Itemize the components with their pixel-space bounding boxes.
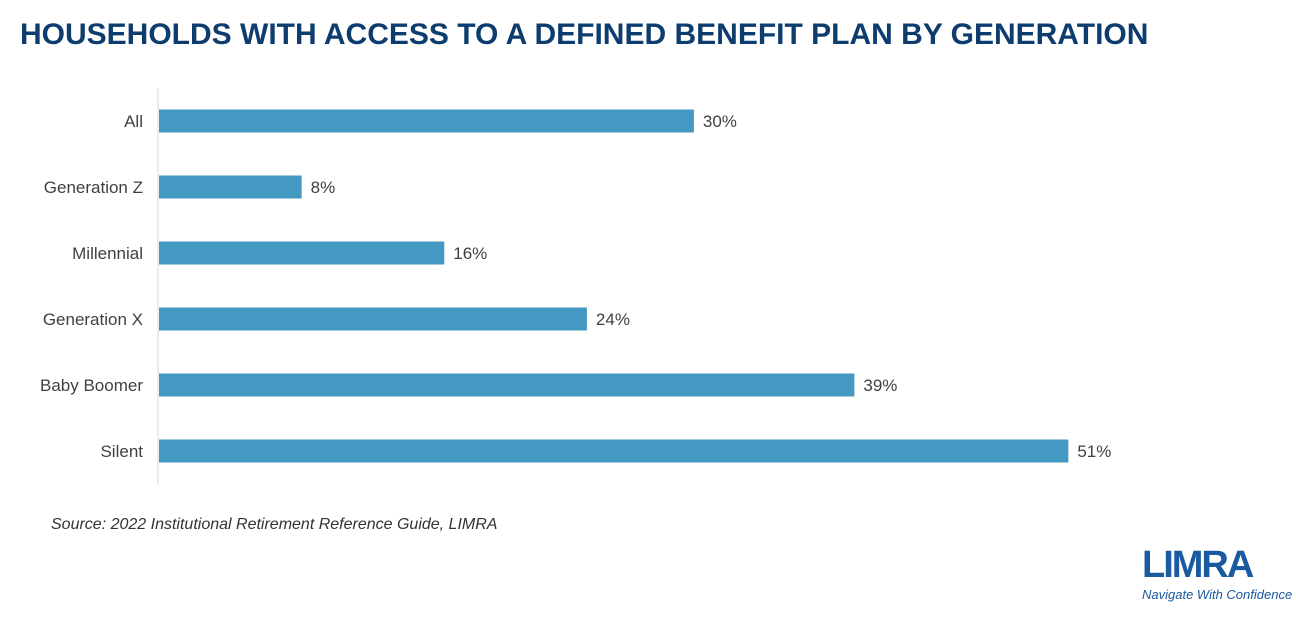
category-label: Millennial bbox=[72, 244, 143, 263]
logo-tagline: Navigate With Confidence bbox=[1142, 587, 1293, 602]
bar-chart: All 30% Generation Z 8% Millennial 16% Generat… bbox=[40, 88, 1111, 485]
chart-title: HOUSEHOLDS WITH ACCESS TO A DEFINED BENE… bbox=[20, 18, 1149, 51]
bar bbox=[159, 373, 855, 397]
value-label: 16% bbox=[453, 244, 487, 263]
bar bbox=[159, 175, 302, 199]
bar bbox=[159, 307, 587, 331]
bar bbox=[159, 241, 445, 265]
bar bbox=[159, 439, 1069, 463]
source-note: Source: 2022 Institutional Retirement Re… bbox=[51, 516, 498, 533]
logo-wordmark: LIMRA bbox=[1142, 544, 1254, 586]
category-label: All bbox=[124, 112, 143, 131]
value-label: 24% bbox=[596, 310, 630, 329]
value-label: 51% bbox=[1077, 442, 1111, 461]
value-label: 30% bbox=[703, 112, 737, 131]
bar bbox=[159, 109, 694, 133]
category-label: Baby Boomer bbox=[40, 376, 143, 395]
category-label: Generation Z bbox=[44, 178, 143, 197]
value-label: 8% bbox=[311, 178, 336, 197]
value-label: 39% bbox=[863, 376, 897, 395]
category-label: Silent bbox=[100, 442, 143, 461]
limra-logo: LIMRA Navigate With Confidence bbox=[1140, 544, 1292, 605]
category-label: Generation X bbox=[43, 310, 143, 329]
